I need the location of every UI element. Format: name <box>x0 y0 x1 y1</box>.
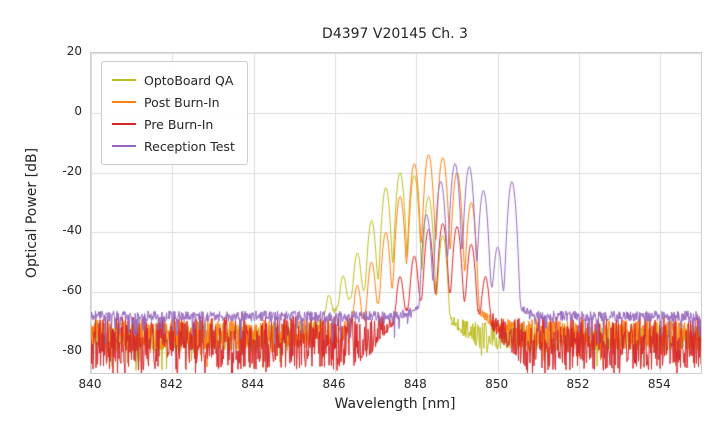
legend-item-post-burn-in: Post Burn-In <box>112 91 235 113</box>
y-tick-label: -60 <box>62 283 82 298</box>
y-axis-label: Optical Power [dB] <box>24 147 40 279</box>
legend-label: Reception Test <box>144 138 235 154</box>
x-axis-label: Wavelength [nm] <box>334 396 456 412</box>
x-tick-label: 848 <box>403 377 427 391</box>
x-tick-label: 850 <box>485 377 509 391</box>
y-tick-label: -40 <box>62 223 82 238</box>
x-tick-label: 852 <box>566 377 590 391</box>
legend-label: Post Burn-In <box>144 94 220 110</box>
legend: OptoBoard QA Post Burn-In Pre Burn-In Re… <box>101 61 248 165</box>
x-tick-label: 840 <box>78 377 102 391</box>
legend-line-swatch <box>112 100 136 104</box>
legend-item-reception-test: Reception Test <box>112 135 235 157</box>
legend-line-swatch <box>112 122 136 126</box>
chart-title: D4397 V20145 Ch. 3 <box>322 26 468 42</box>
y-tick-label: 20 <box>66 44 82 58</box>
legend-label: OptoBoard QA <box>144 72 234 88</box>
x-tick-label: 844 <box>241 377 265 391</box>
legend-line-swatch <box>112 78 136 82</box>
legend-label: Pre Burn-In <box>144 116 214 132</box>
legend-item-pre-burn-in: Pre Burn-In <box>112 113 235 135</box>
x-tick-label: 842 <box>159 377 183 391</box>
x-tick-label: 846 <box>322 377 346 391</box>
x-tick-label: 854 <box>647 377 671 391</box>
y-tick-label: -20 <box>62 163 82 178</box>
legend-line-swatch <box>112 144 136 148</box>
legend-item-optoboard-qa: OptoBoard QA <box>112 69 235 91</box>
y-tick-label: 0 <box>74 103 82 118</box>
y-tick-label: -80 <box>62 343 82 358</box>
